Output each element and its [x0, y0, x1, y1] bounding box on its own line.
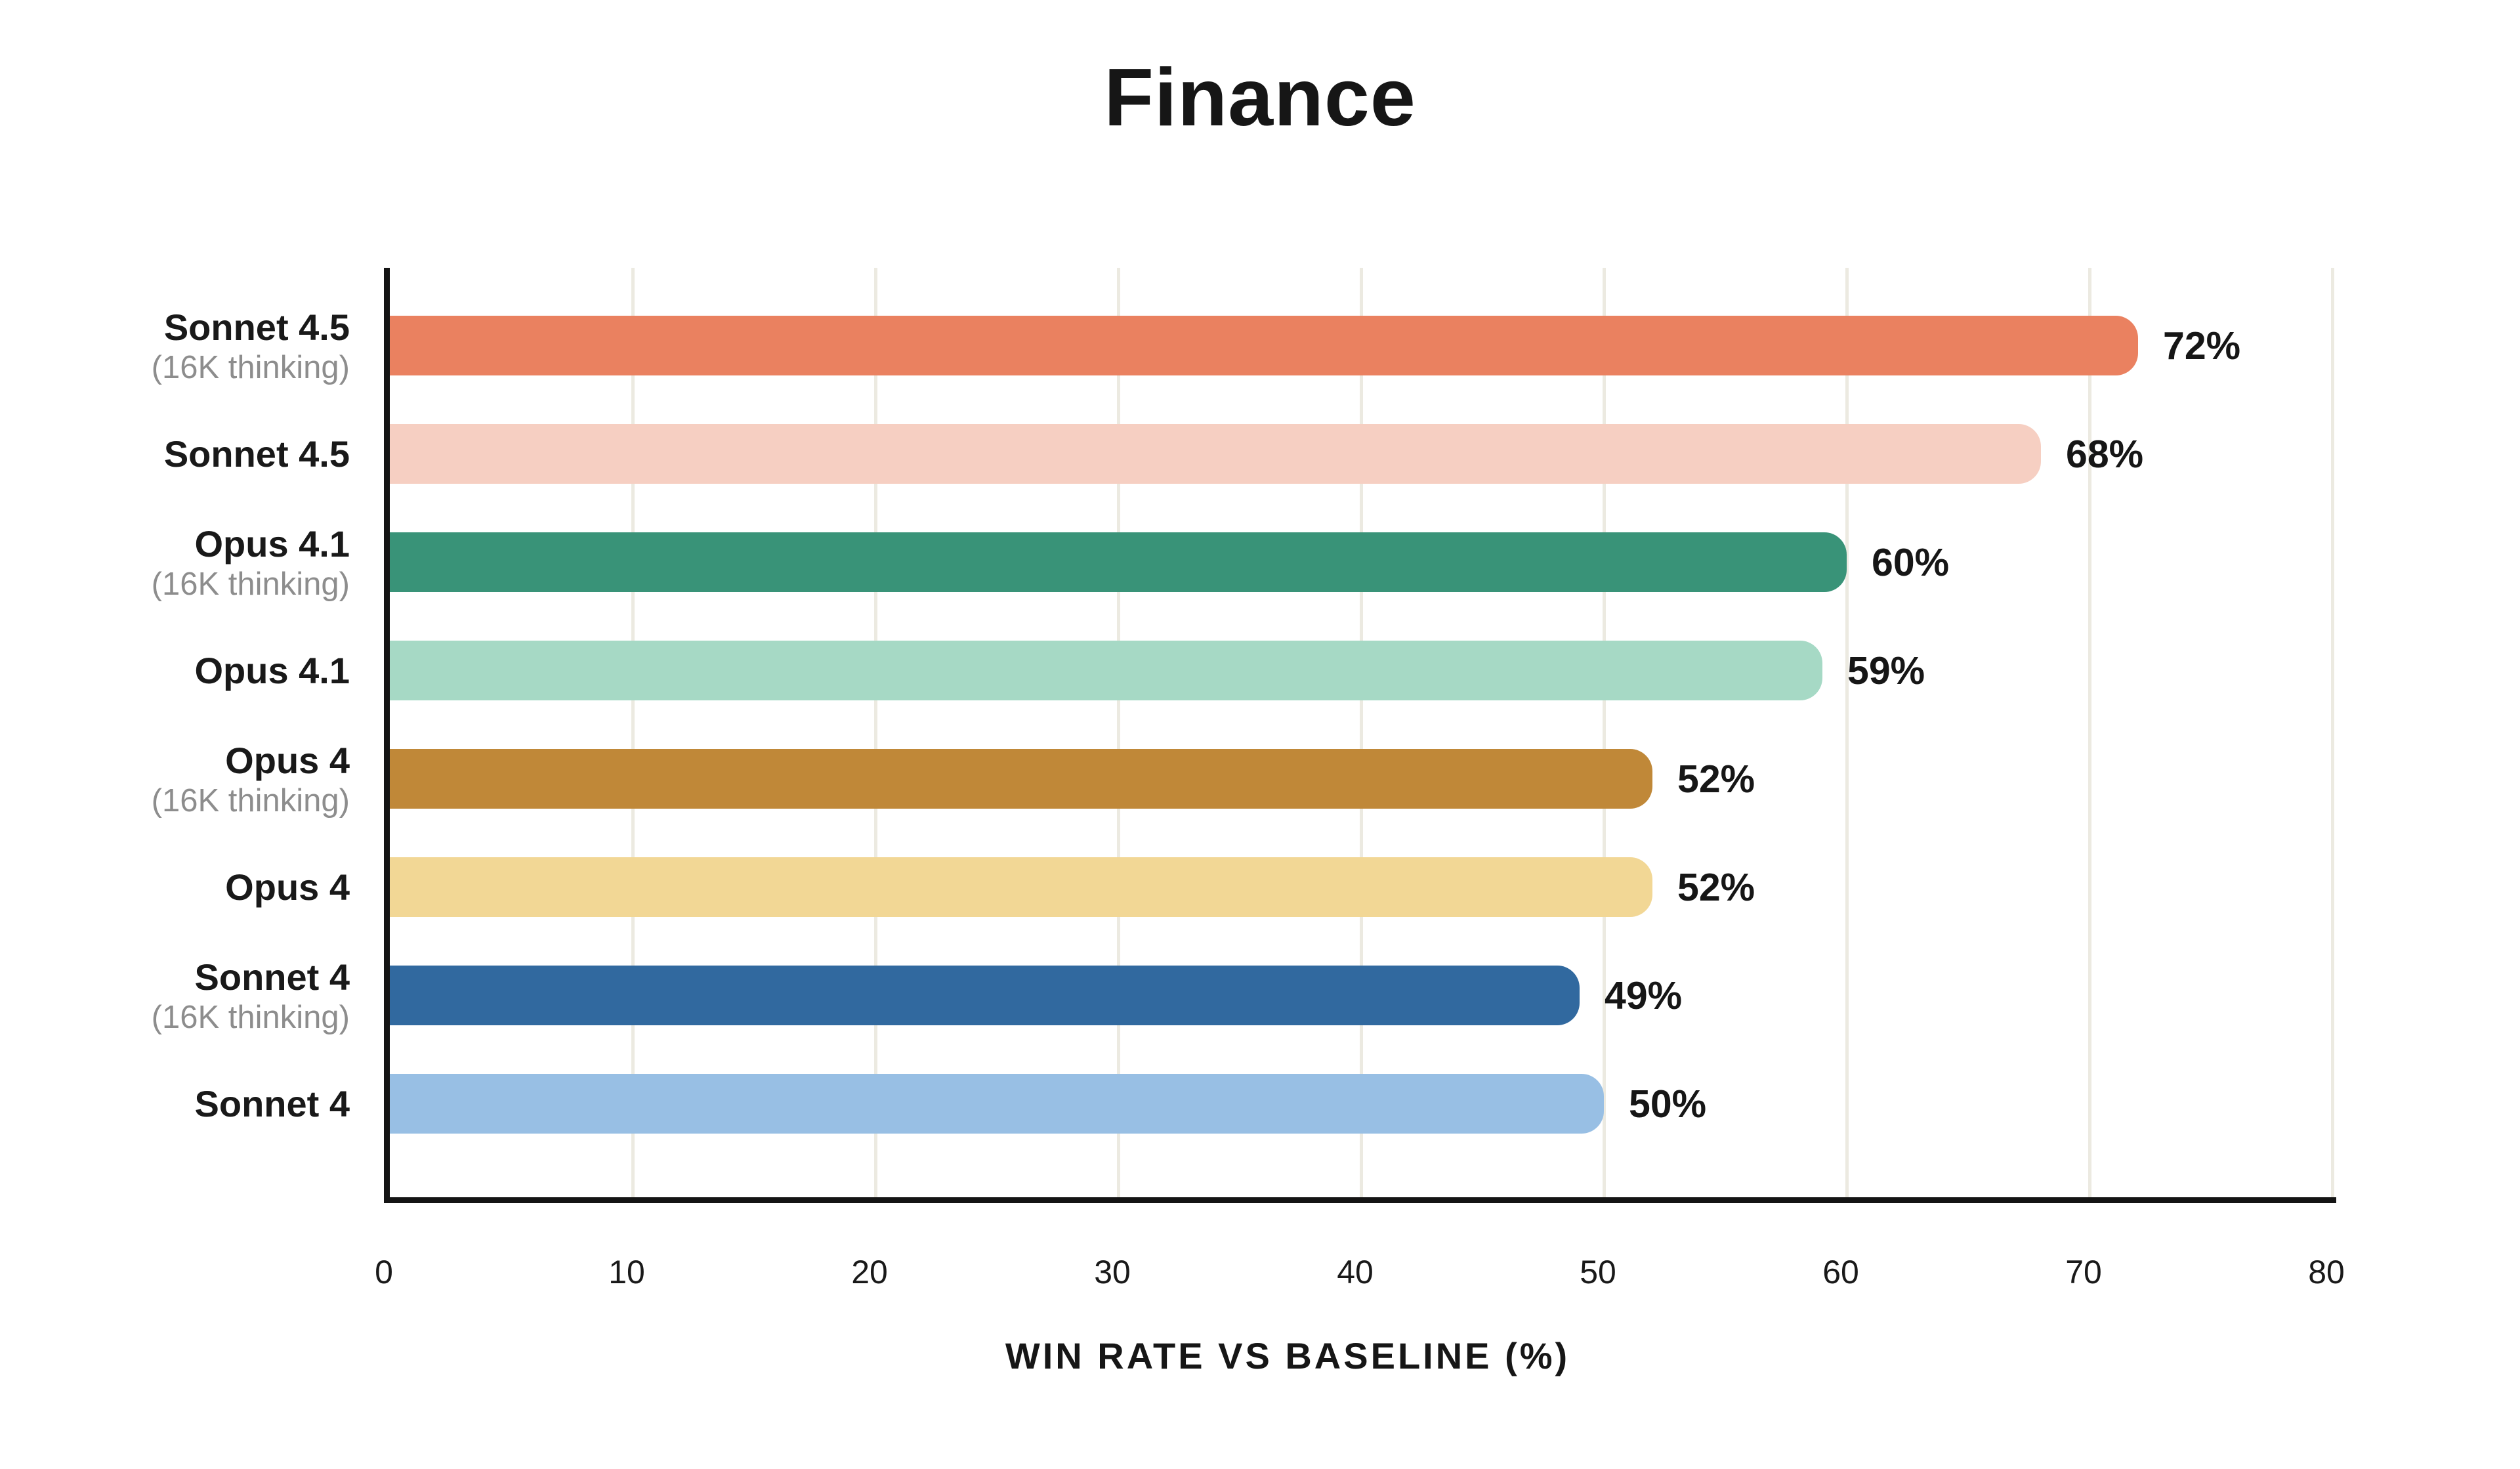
- bar-row: Opus 4.1 59%: [0, 616, 2520, 725]
- bar-row: Opus 4.1 (16K thinking) 60%: [0, 508, 2520, 616]
- thinking-budget-sublabel: (16K thinking): [151, 566, 350, 602]
- bar: [390, 532, 1847, 592]
- y-axis-label: Sonnet 4.5: [0, 433, 384, 476]
- x-tick-label: 30: [1094, 1254, 1131, 1290]
- bar-value-label: 59%: [1847, 649, 1925, 692]
- bar: [390, 749, 1652, 809]
- bar-row: Sonnet 4.5 68%: [0, 400, 2520, 508]
- gridline: [874, 268, 877, 1197]
- gridline: [1603, 268, 1606, 1197]
- x-tick-label: 20: [851, 1254, 888, 1290]
- bar: [390, 424, 2041, 484]
- y-axis-label: Opus 4.1: [0, 649, 384, 692]
- y-axis-label: Sonnet 4.5 (16K thinking): [0, 306, 384, 386]
- bar-rows: Sonnet 4.5 (16K thinking) 72% Sonnet 4.5…: [0, 268, 2520, 1203]
- bar-value-label: 50%: [1629, 1082, 1707, 1126]
- x-tick-label: 70: [2065, 1254, 2102, 1290]
- model-name-label: Sonnet 4.5: [163, 433, 350, 475]
- x-tick-label: 10: [608, 1254, 645, 1290]
- x-axis: 0 10 20 30 40 50 60 70 80: [375, 1203, 2345, 1290]
- model-name-label: Opus 4.1: [194, 649, 350, 691]
- thinking-budget-sublabel: (16K thinking): [151, 349, 350, 385]
- x-tick-label: 60: [1822, 1254, 1859, 1290]
- bar-track: 68%: [390, 424, 2332, 484]
- gridline: [1360, 268, 1363, 1197]
- y-axis-label: Sonnet 4 (16K thinking): [0, 956, 384, 1036]
- gridline: [2331, 268, 2334, 1197]
- gridline: [1845, 268, 1849, 1197]
- bar-value-label: 68%: [2066, 432, 2144, 476]
- bar-row: Sonnet 4.5 (16K thinking) 72%: [0, 291, 2520, 400]
- chart-title: Finance: [1104, 53, 1416, 143]
- x-tick-label: 50: [1580, 1254, 1616, 1290]
- gridline: [631, 268, 635, 1197]
- x-axis-title: WIN RATE VS BASELINE (%): [1005, 1335, 1570, 1376]
- thinking-budget-sublabel: (16K thinking): [151, 782, 350, 819]
- bar-value-label: 49%: [1605, 973, 1683, 1017]
- y-axis-label: Opus 4.1 (16K thinking): [0, 522, 384, 603]
- model-name-label: Opus 4.1: [194, 522, 350, 564]
- bar-track: 60%: [390, 532, 2332, 592]
- bar-value-label: 72%: [2163, 324, 2241, 368]
- model-name-label: Opus 4: [225, 866, 350, 908]
- bar-track: 52%: [390, 749, 2332, 809]
- page: Finance Sonnet 4.5 (16K thinking) 72% So…: [0, 51, 2520, 1469]
- y-axis-label: Opus 4: [0, 866, 384, 909]
- bar-value-label: 52%: [1677, 757, 1755, 801]
- bar-track: 49%: [390, 966, 2332, 1025]
- bar: [390, 641, 1822, 700]
- bar-row: Opus 4 52%: [0, 833, 2520, 941]
- bar: [390, 1074, 1604, 1134]
- model-name-label: Opus 4: [225, 739, 350, 781]
- thinking-budget-sublabel: (16K thinking): [151, 999, 350, 1035]
- bar-value-label: 60%: [1872, 540, 1950, 584]
- gridline: [2088, 268, 2091, 1197]
- plot-area: [384, 268, 2336, 1203]
- x-tick-label: 0: [375, 1254, 393, 1290]
- bar: [390, 966, 1580, 1025]
- y-axis-label: Opus 4 (16K thinking): [0, 739, 384, 819]
- bar-row: Opus 4 (16K thinking) 52%: [0, 725, 2520, 833]
- model-name-label: Sonnet 4.5: [163, 306, 350, 348]
- bar: [390, 857, 1652, 917]
- model-name-label: Sonnet 4: [194, 1082, 350, 1124]
- bar-track: 50%: [390, 1074, 2332, 1134]
- bar-row: Sonnet 4 50%: [0, 1050, 2520, 1158]
- x-tick-label: 80: [2308, 1254, 2345, 1290]
- model-name-label: Sonnet 4: [194, 956, 350, 998]
- bar-track: 72%: [390, 316, 2332, 375]
- bar-track: 52%: [390, 857, 2332, 917]
- bar: [390, 316, 2138, 375]
- bar-chart: Sonnet 4.5 (16K thinking) 72% Sonnet 4.5…: [0, 268, 2520, 1290]
- y-axis-label: Sonnet 4: [0, 1082, 384, 1126]
- gridline: [1117, 268, 1120, 1197]
- bar-value-label: 52%: [1677, 865, 1755, 909]
- x-tick-label: 40: [1337, 1254, 1374, 1290]
- bar-row: Sonnet 4 (16K thinking) 49%: [0, 941, 2520, 1050]
- bar-track: 59%: [390, 641, 2332, 700]
